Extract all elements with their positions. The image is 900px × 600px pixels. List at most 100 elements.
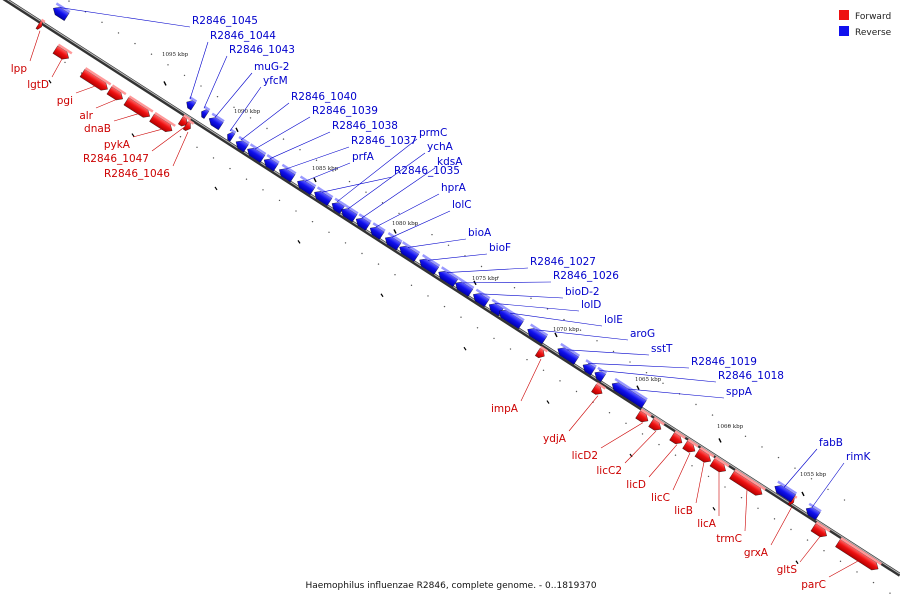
- gene-gltS[interactable]: [810, 521, 831, 539]
- gene-dnaB[interactable]: [123, 95, 154, 120]
- minor-tick: [398, 212, 400, 215]
- gene-body: [208, 117, 224, 131]
- gene-top-face: [281, 163, 297, 175]
- gene-lgtD[interactable]: [52, 43, 73, 62]
- gene-R2846_1038[interactable]: [262, 154, 280, 172]
- minor-tick: [761, 446, 763, 448]
- gene-alr[interactable]: [106, 84, 127, 102]
- gene-fabB[interactable]: [772, 480, 798, 503]
- gene-label-grxA: grxA: [744, 547, 769, 559]
- gene-body: [419, 258, 440, 275]
- gene-pgi[interactable]: [79, 67, 112, 93]
- gene-label-bioA: bioA: [468, 227, 492, 239]
- gene-leader-line: [254, 116, 311, 150]
- gene-lpp[interactable]: [35, 18, 46, 31]
- gene-leader-line: [672, 452, 691, 491]
- minor-tick: [361, 252, 363, 255]
- gene-label-fabB: fabB: [819, 437, 843, 449]
- gene-label-pgi: pgi: [57, 95, 73, 107]
- minor-tick: [856, 571, 858, 573]
- gene-kdsA[interactable]: [354, 213, 372, 231]
- gene-label-R2846_1019: R2846_1019: [691, 356, 757, 368]
- minor-tick: [579, 329, 582, 331]
- gene-body: [385, 236, 402, 251]
- minor-tick: [117, 32, 120, 34]
- gene-leader-line: [479, 293, 564, 299]
- gene-yfcM[interactable]: [225, 128, 237, 142]
- gene-R2846_1044[interactable]: [184, 96, 198, 111]
- gene-bioA[interactable]: [397, 241, 421, 262]
- gene-bioF[interactable]: [417, 254, 441, 275]
- minor-tick: [233, 106, 235, 108]
- gene-R2846_1035[interactable]: [312, 186, 334, 207]
- lower-tick: [131, 133, 135, 137]
- gene-leader-line: [172, 131, 189, 167]
- gene-leader-line: [214, 72, 253, 118]
- gene-body: [611, 382, 647, 409]
- gene-impA[interactable]: [534, 345, 549, 360]
- minor-tick: [427, 295, 429, 297]
- gene-licC[interactable]: [682, 438, 699, 455]
- gene-leader-line: [627, 388, 725, 399]
- gene-R2846_1045[interactable]: [51, 2, 71, 21]
- minor-tick: [299, 149, 301, 151]
- gene-licA[interactable]: [709, 456, 730, 474]
- gene-R2846_1047[interactable]: [177, 114, 192, 128]
- minor-tick: [777, 456, 780, 459]
- minor-tick: [328, 231, 330, 233]
- scale-tick: [718, 438, 722, 443]
- minor-tick: [843, 499, 846, 501]
- gene-R2846_1040[interactable]: [234, 135, 250, 153]
- gene-label-rimK: rimK: [846, 451, 871, 463]
- gene-rimK[interactable]: [804, 502, 822, 521]
- gene-body: [227, 132, 236, 142]
- gene-leader-line: [811, 462, 845, 508]
- gene-parC[interactable]: [835, 537, 882, 573]
- gene-top-face: [40, 18, 46, 24]
- gene-body: [774, 485, 796, 503]
- gene-body: [341, 208, 358, 223]
- gene-leader-line: [494, 303, 580, 312]
- gene-pykA[interactable]: [149, 111, 176, 135]
- gene-leader-line: [269, 131, 331, 159]
- gene-top-face: [238, 135, 250, 145]
- minor-tick: [249, 117, 252, 119]
- gene-licD[interactable]: [669, 430, 686, 446]
- gene-licD2[interactable]: [635, 408, 652, 425]
- minor-tick: [662, 382, 664, 384]
- gene-label-licC: licC: [651, 492, 670, 504]
- gene-leader-line: [29, 30, 41, 62]
- gene-R2846_1043[interactable]: [199, 105, 211, 119]
- gene-trmC[interactable]: [729, 468, 766, 498]
- gene-ychA[interactable]: [339, 203, 359, 223]
- scale-tick-label: 1070 kbp: [553, 327, 580, 333]
- gene-label-parC: parC: [801, 579, 826, 591]
- gene-body: [455, 281, 474, 297]
- gene-licC2[interactable]: [648, 416, 665, 433]
- gene-leader-line: [285, 146, 350, 170]
- minor-tick: [410, 284, 413, 287]
- gene-muG-2[interactable]: [207, 112, 225, 131]
- gene-bioD-2[interactable]: [471, 288, 491, 308]
- gene-prfA[interactable]: [295, 175, 317, 196]
- gene-leader-line: [229, 86, 262, 132]
- gene-body: [35, 20, 43, 30]
- minor-tick: [493, 337, 495, 340]
- gene-leader-line: [95, 99, 117, 109]
- minor-tick: [806, 539, 809, 541]
- gene-label-R2846_1027: R2846_1027: [530, 256, 596, 268]
- gene-licB[interactable]: [694, 446, 715, 465]
- minor-tick: [827, 488, 829, 491]
- gene-body: [582, 363, 596, 376]
- minor-tick: [872, 581, 875, 584]
- gene-R2846_1037[interactable]: [277, 163, 297, 183]
- gene-label-bioD-2: bioD-2: [565, 286, 600, 298]
- minor-tick: [707, 475, 710, 478]
- gene-hprA[interactable]: [368, 222, 386, 240]
- gene-top-face: [402, 241, 421, 255]
- gene-body: [682, 440, 696, 453]
- gene-R2846_1039[interactable]: [245, 143, 267, 163]
- gene-top-face: [372, 222, 386, 232]
- gene-lolC[interactable]: [383, 231, 403, 251]
- gene-ydjA[interactable]: [591, 382, 606, 397]
